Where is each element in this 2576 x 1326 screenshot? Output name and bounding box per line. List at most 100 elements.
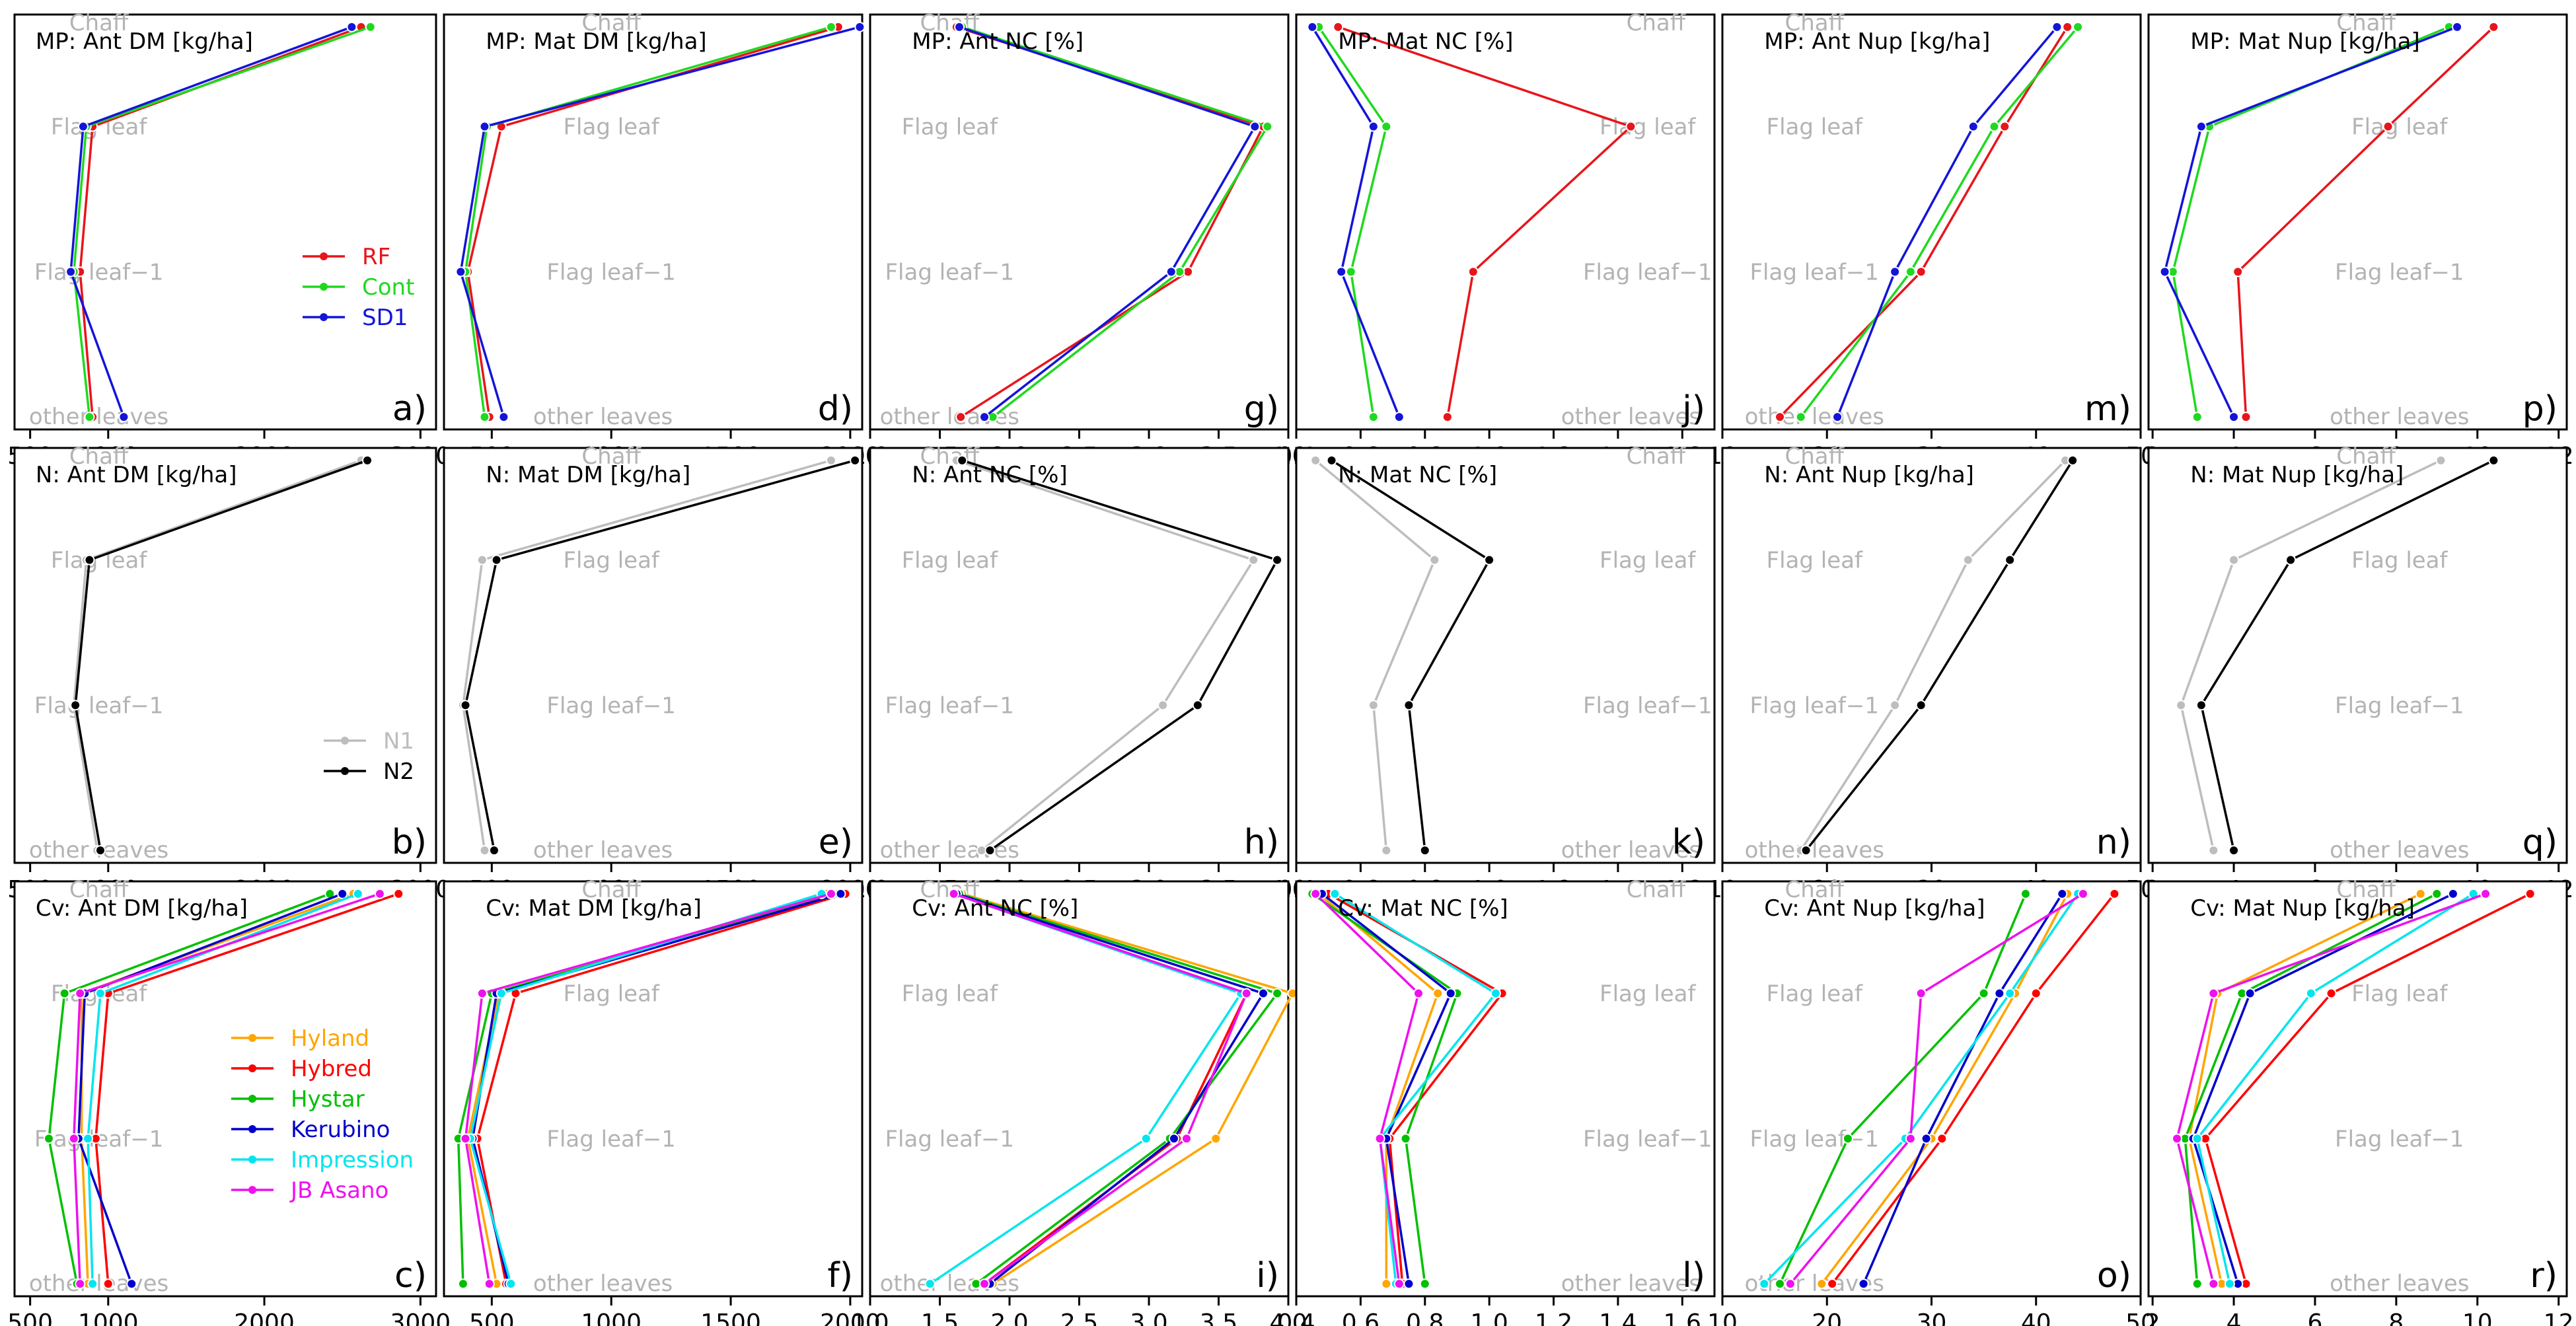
data-point [1413, 988, 1424, 999]
panel-letter: h) [1244, 823, 1279, 862]
panel-letter: n) [2096, 823, 2131, 862]
data-point [1210, 1133, 1222, 1144]
panel-frame [1721, 13, 2142, 431]
panel-m: Chaff Flag leaf Flag leaf−1 other leaves MP:… [1707, 10, 2156, 470]
organ-label: Chaff [1785, 10, 1845, 36]
legend-mp: RF Cont SD1 [303, 244, 414, 331]
panel-title: MP: Ant NC [%] [912, 28, 1084, 55]
series-line-impression [468, 893, 823, 1284]
data-point [1759, 1278, 1770, 1290]
data-point [2224, 1278, 2235, 1290]
data-point [476, 554, 488, 566]
data-point [2447, 888, 2458, 899]
organ-label: Flag leaf [902, 114, 998, 141]
x-tick-label: 1000 [581, 1309, 642, 1326]
legend-marker [320, 283, 328, 291]
series-line-jb-asano [953, 893, 1249, 1285]
organ-label: Flag leaf [1600, 114, 1696, 141]
data-point [1258, 988, 1269, 999]
organ-label: other leaves [533, 1271, 673, 1297]
organ-label: Flag leaf−1 [1583, 1126, 1712, 1152]
panel-frame [1295, 880, 1716, 1298]
data-point [2228, 554, 2240, 566]
data-point [2305, 988, 2316, 999]
panel-title: MP: Ant DM [kg/ha] [36, 28, 253, 55]
data-point [496, 988, 507, 999]
organ-label: Flag leaf−1 [1583, 259, 1712, 285]
panel-frame [2147, 13, 2568, 431]
data-point [70, 700, 81, 711]
organ-label: other leaves [1561, 404, 1701, 430]
data-point [1467, 266, 1479, 277]
data-point [2159, 266, 2170, 277]
legend-label: JB Asano [289, 1177, 388, 1204]
panel-letter: g) [1244, 389, 1279, 429]
legend-marker [341, 737, 349, 745]
panel-p: Chaff Flag leaf Flag leaf−1 other leaves MP:… [2145, 10, 2574, 470]
data-point [1800, 845, 1812, 856]
data-point [87, 1278, 98, 1290]
panel-letter: p) [2522, 389, 2558, 429]
x-tick-label: 2 [2145, 1309, 2160, 1326]
series-line-cont [961, 26, 1269, 418]
data-point [84, 554, 95, 566]
data-point [2051, 21, 2063, 32]
data-point [984, 845, 996, 856]
data-point [59, 988, 70, 999]
data-point [2488, 455, 2499, 466]
panel-r: Chaff Flag leaf Flag leaf−1 other leaves Cv:… [2145, 877, 2574, 1326]
series-line-hyland [961, 893, 1294, 1285]
series-line-kerubino [77, 893, 343, 1284]
data-point [1381, 1278, 1392, 1290]
panel-title: N: Mat NC [%] [1338, 462, 1497, 488]
series-line-n1 [1800, 459, 2067, 852]
data-point [65, 266, 77, 277]
organ-label: Flag leaf [1600, 548, 1696, 574]
data-point [1368, 700, 1379, 711]
panel-title: N: Ant DM [kg/ha] [36, 462, 237, 488]
series-line-rf [2236, 26, 2495, 418]
data-point [1403, 1278, 1415, 1290]
data-point [1816, 1278, 1827, 1290]
organ-label: Chaff [581, 877, 642, 903]
data-point [1381, 845, 1392, 856]
data-point [1336, 266, 1347, 277]
series-line-n2 [961, 459, 1279, 852]
panel-letter: f) [827, 1256, 853, 1296]
organ-label: Flag leaf [563, 981, 659, 1008]
panel-title: MP: Ant Nup [kg/ha] [1764, 28, 1990, 55]
data-point [1978, 988, 1989, 999]
data-point [2005, 554, 2016, 566]
series-line-n1 [956, 459, 1255, 852]
data-point [825, 455, 836, 466]
x-tick-label: 1.4 [1599, 1309, 1637, 1326]
series-line-sd1 [459, 26, 860, 418]
data-point [2452, 21, 2463, 32]
panel-title: MP: Mat Nup [kg/ha] [2190, 28, 2419, 55]
data-point [2005, 988, 2016, 999]
panel-frame [2147, 447, 2568, 864]
data-point [2077, 888, 2088, 899]
organ-label: Chaff [69, 443, 129, 470]
organ-label: Flag leaf−1 [34, 259, 164, 285]
data-point [118, 412, 129, 423]
data-point [1484, 554, 1495, 566]
data-point [1403, 700, 1415, 711]
data-point [2057, 888, 2068, 899]
data-point [1890, 266, 1901, 277]
data-point [1310, 888, 1321, 899]
data-point [2109, 888, 2120, 899]
panel-letter: e) [819, 823, 853, 862]
series-line-kerubino [1321, 893, 1452, 1284]
panel-title: Cv: Mat DM [kg/ha] [486, 895, 702, 922]
x-tick-label: 0.6 [1342, 1309, 1380, 1326]
data-point [850, 455, 861, 466]
data-point [1915, 700, 1927, 711]
data-point [491, 554, 502, 566]
data-point [393, 888, 404, 899]
